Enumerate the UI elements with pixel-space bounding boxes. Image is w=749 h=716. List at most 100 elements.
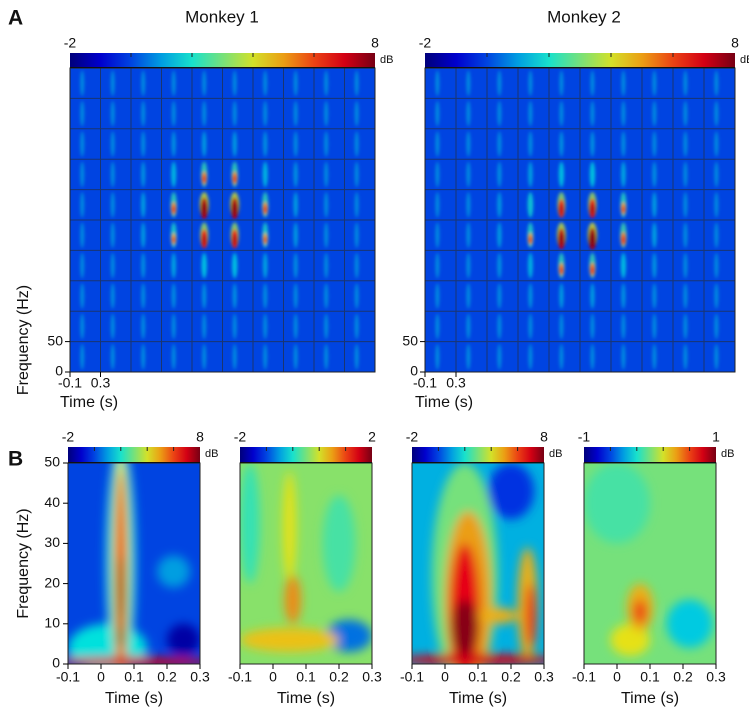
x-axis-label: Time (s) (621, 690, 679, 707)
heatmap (68, 463, 200, 664)
colorbar-unit: dB (740, 54, 749, 66)
cell-response (171, 252, 176, 279)
cell-response (140, 192, 146, 218)
cell-response (293, 70, 298, 96)
cell-response (621, 313, 626, 340)
cell-response (324, 100, 329, 127)
colorbar (68, 447, 200, 463)
colorbar-unit: dB (205, 448, 218, 460)
cell-response (559, 131, 564, 157)
x-tick-label: 0.3 (91, 375, 111, 391)
cell-response (202, 70, 207, 96)
cell-response (171, 313, 176, 340)
cell-response (110, 313, 115, 340)
cell-response (110, 192, 115, 218)
heatmap-region (282, 471, 297, 584)
cell-response (590, 203, 595, 216)
x-axis-label: Time (s) (60, 394, 118, 411)
heatmap-region (157, 555, 191, 588)
cell-response (683, 131, 688, 157)
heatmap-region (117, 555, 124, 628)
colorbar-max-label: 8 (731, 35, 739, 51)
cell-response (590, 313, 595, 340)
cell-response (497, 192, 502, 218)
cell-response (324, 192, 329, 218)
cell-response (141, 131, 146, 157)
cell-response (141, 100, 146, 127)
cell-response (497, 344, 502, 370)
cell-response (171, 161, 177, 188)
cell-response (528, 344, 533, 370)
cell-response (435, 131, 440, 157)
cell-response (497, 131, 502, 157)
colorbar-min-label: -2 (62, 429, 75, 445)
y-tick-label: 50 (47, 332, 63, 348)
x-tick-label: -0.1 (572, 669, 596, 685)
colorbar-min-label: -1 (578, 429, 591, 445)
cell-response (683, 344, 688, 370)
cell-response (497, 161, 502, 188)
cell-response (466, 192, 471, 218)
cell-response (263, 344, 268, 370)
x-tick-label: -0.1 (58, 375, 82, 391)
colorbar-min-label: -2 (234, 429, 247, 445)
cell-response (435, 161, 440, 188)
cell-response (354, 192, 359, 218)
cell-response (497, 313, 502, 340)
cell-response (714, 252, 719, 279)
cell-response (324, 283, 329, 309)
cell-response (80, 222, 85, 248)
cell-response (80, 131, 85, 157)
cell-response (80, 344, 85, 370)
cell-response (141, 161, 146, 188)
cell-response (110, 70, 115, 96)
cell-response (497, 252, 502, 279)
colorbar-max-label: 8 (540, 429, 548, 445)
cell-response (559, 203, 564, 215)
colorbar-max-label: 1 (712, 429, 720, 445)
cell-response (293, 222, 298, 248)
heatmap-region (666, 599, 713, 648)
cell-response (714, 344, 719, 370)
cell-response (324, 252, 329, 279)
cell-response (466, 222, 471, 248)
heatmap-region (525, 583, 536, 648)
heatmap-blobs (435, 70, 719, 370)
cell-response (293, 313, 298, 340)
cell-response (621, 205, 626, 214)
cell-response (559, 344, 564, 370)
cell-response (497, 100, 502, 127)
heatmap-region (487, 463, 535, 520)
heatmap-grid (425, 68, 735, 372)
heatmap-region (478, 607, 518, 624)
y-tick-label: 0 (55, 363, 63, 379)
x-axis-label: Time (s) (105, 690, 163, 707)
cell-response (110, 252, 115, 279)
colorbar (412, 447, 544, 463)
y-tick-label: 30 (44, 534, 60, 550)
cell-response (590, 70, 595, 96)
colorbar-unit: dB (549, 448, 562, 460)
cell-response (171, 100, 176, 127)
heatmap-border (69, 67, 376, 373)
cell-response (435, 344, 440, 370)
heatmap (584, 463, 716, 664)
cell-response (354, 313, 359, 340)
y-axis-label: Frequency (Hz) (15, 508, 32, 618)
cell-response (466, 70, 471, 96)
cell-response (528, 161, 533, 188)
cell-response (293, 252, 298, 279)
cell-response (202, 313, 207, 340)
cell-response (652, 100, 657, 127)
cell-response (652, 161, 657, 188)
cell-response (559, 70, 564, 96)
colorbar (425, 53, 735, 68)
x-tick-label: 0.2 (673, 669, 693, 685)
cell-response (202, 283, 207, 309)
cell-response (652, 283, 657, 309)
cell-response (528, 100, 533, 127)
cell-response (683, 222, 688, 248)
cell-response (80, 252, 85, 279)
cell-response (232, 131, 237, 157)
x-tick-label: 0 (97, 669, 105, 685)
